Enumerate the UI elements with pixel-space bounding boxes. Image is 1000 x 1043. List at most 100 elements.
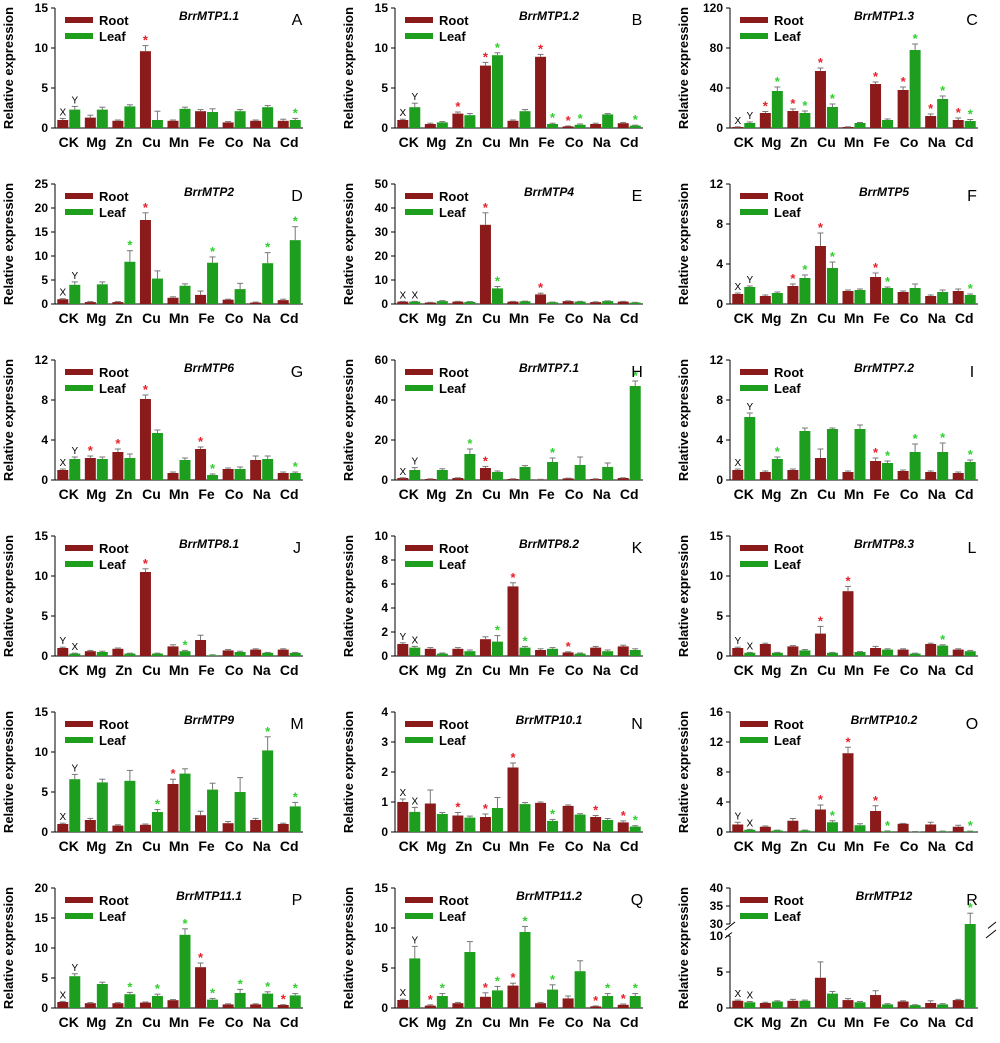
legend-label-root: Root (99, 13, 129, 28)
x-tick-label: Mn (509, 662, 529, 678)
significance-star: * (802, 98, 808, 113)
legend-label-leaf: Leaf (99, 381, 126, 396)
bar-root-Cd (617, 123, 629, 128)
bar-root-Na (590, 817, 602, 832)
significance-star: * (901, 74, 907, 89)
significance-star: * (873, 69, 879, 84)
legend-label-leaf: Leaf (99, 557, 126, 572)
x-tick-label: Zn (455, 1014, 472, 1030)
x-tick-label: Co (225, 134, 244, 150)
x-tick-label: CK (59, 134, 79, 150)
bar-leaf-CK (69, 976, 81, 1008)
x-tick-label: Zn (790, 662, 807, 678)
bar-root-Cd (617, 301, 629, 304)
bar-root-Cu (139, 220, 151, 304)
bar-root-Co (562, 652, 574, 656)
significance-star: * (483, 49, 489, 64)
bar-leaf-Mn (519, 467, 531, 480)
chart-panel-L: Relative expression 0 5 10 15 Y X CK Mg Zn * Cu * Mn F… (676, 529, 978, 678)
y-tick-label: 80 (710, 41, 724, 55)
legend-label-root: Root (774, 893, 804, 908)
significance-star: * (293, 981, 299, 996)
bar-leaf-Na (602, 301, 614, 304)
bar-leaf-Mn (854, 1002, 866, 1008)
significance-star: * (968, 818, 974, 833)
bar-leaf-Fe (882, 1004, 894, 1008)
bar-leaf-Cd (629, 996, 641, 1008)
bar-root-CK (732, 824, 744, 832)
bar-root-Zn (787, 470, 799, 480)
x-tick-label: Mn (509, 486, 529, 502)
bar-leaf-Mn (519, 111, 531, 128)
x-tick-label: CK (734, 486, 754, 502)
y-tick-label: 4 (41, 433, 48, 447)
bar-leaf-Mn (519, 301, 531, 304)
bar-root-Zn (787, 111, 799, 128)
bar-root-Zn (452, 1003, 464, 1008)
significance-star: * (633, 368, 639, 383)
y-axis-label: Relative expression (341, 887, 356, 1009)
y-tick-label: 2 (381, 765, 388, 779)
bar-root-Cd (277, 300, 289, 304)
gene-title: BrrMTP8.1 (179, 537, 239, 551)
ck-letter-leaf: X (71, 642, 78, 653)
bar-leaf-CK (409, 107, 421, 128)
legend-label-leaf: Leaf (99, 205, 126, 220)
y-tick-label: 5 (41, 785, 48, 799)
significance-star: * (281, 992, 287, 1007)
x-tick-label: Co (900, 486, 919, 502)
bar-leaf-Na (602, 114, 614, 128)
bar-leaf-CK (744, 123, 756, 128)
chart-panel-M: Relative expression 0 5 10 15 X Y CK Mg Zn * Cu * Mn F… (1, 705, 304, 854)
bar-leaf-Cu (491, 808, 503, 832)
significance-star: * (621, 808, 627, 823)
significance-star: * (88, 443, 94, 458)
ck-letter-leaf: Y (746, 275, 753, 286)
bar-root-Mg (424, 124, 436, 128)
chart-panel-G: Relative expression 0 4 8 12 XY CK * Mg * Zn * Cu Mn *… (1, 353, 303, 502)
y-tick-label: 3 (381, 735, 388, 749)
bar-leaf-Co (234, 792, 246, 832)
bar-leaf-Cd (289, 240, 301, 304)
legend-label-root: Root (99, 893, 129, 908)
y-tick-label: 0 (41, 1001, 48, 1015)
bar-leaf-Cd (289, 652, 301, 656)
x-tick-label: Cu (482, 310, 501, 326)
bar-root-Mg (759, 296, 771, 304)
bar-root-Mn (507, 479, 519, 480)
x-tick-label: Co (565, 662, 584, 678)
bar-leaf-Zn (799, 830, 811, 832)
legend-label-leaf: Leaf (774, 205, 801, 220)
y-axis-label: Relative expression (1, 183, 16, 305)
bar-leaf-Na (937, 1004, 949, 1008)
bar-leaf-Co (234, 993, 246, 1008)
significance-star: * (968, 900, 974, 915)
bar-root-Na (925, 472, 937, 480)
x-tick-label: Fe (538, 134, 555, 150)
x-tick-label: Cd (955, 310, 974, 326)
bar-root-Co (222, 469, 234, 480)
y-axis-label: Relative expression (676, 7, 691, 129)
gene-title: BrrMTP8.2 (519, 537, 579, 551)
bar-root-Co (222, 122, 234, 128)
bar-leaf-Zn (464, 301, 476, 304)
x-tick-label: CK (59, 486, 79, 502)
x-tick-label: Cd (955, 486, 974, 502)
bar-root-Fe (535, 650, 547, 656)
bar-leaf-CK (69, 779, 81, 832)
bar-leaf-CK (409, 647, 421, 656)
ck-letter-root: Y (734, 811, 741, 822)
x-tick-label: CK (399, 838, 419, 854)
x-tick-label: Co (565, 134, 584, 150)
y-tick-label: 10 (35, 745, 49, 759)
bar-root-Mn (842, 472, 854, 480)
ck-letter-leaf: X (746, 641, 753, 652)
y-tick-label: 2 (381, 625, 388, 639)
bar-root-Mn (167, 473, 179, 480)
y-tick-label: 10 (35, 569, 49, 583)
x-tick-label: Co (900, 838, 919, 854)
ck-letter-root: X (59, 812, 66, 823)
bar-leaf-Fe (547, 989, 559, 1008)
significance-star: * (968, 447, 974, 462)
y-tick-label: 15 (35, 1, 49, 15)
